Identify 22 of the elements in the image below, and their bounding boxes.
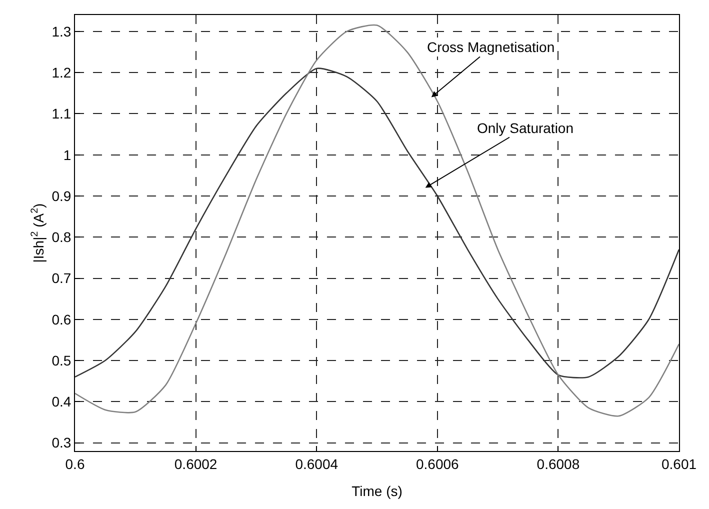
- y-tick-label: 0.5: [52, 352, 72, 368]
- y-tick-label: 1: [63, 146, 72, 163]
- y-tick-label: 0.3: [52, 434, 72, 451]
- line-series: [75, 24, 679, 417]
- x-tick-label: 0.6004: [295, 456, 338, 472]
- line-series: [75, 68, 679, 378]
- annotation: Cross Magnetisation: [427, 39, 555, 55]
- y-tick-label: 0.8: [52, 229, 72, 246]
- x-tick-label: 0.6006: [416, 456, 460, 472]
- y-tick-label: 0.7: [52, 270, 72, 286]
- y-tick-label: 1.2: [52, 64, 72, 80]
- y-tick-label: 1.1: [52, 106, 72, 122]
- annotation: Only Saturation: [477, 120, 574, 136]
- y-tick-label: 0.9: [52, 188, 72, 204]
- x-tick-label: 0.601: [661, 456, 697, 472]
- y-tick-label: 0.4: [52, 394, 72, 410]
- x-tick-label: 0.6002: [174, 456, 218, 472]
- x-tick-label: 0.6008: [536, 456, 580, 472]
- y-tick-label: 1.3: [52, 23, 72, 40]
- y-tick-label: 0.6: [52, 311, 72, 328]
- x-tick-label: 0.6: [65, 456, 85, 472]
- x-axis-title: Time (s): [352, 483, 402, 500]
